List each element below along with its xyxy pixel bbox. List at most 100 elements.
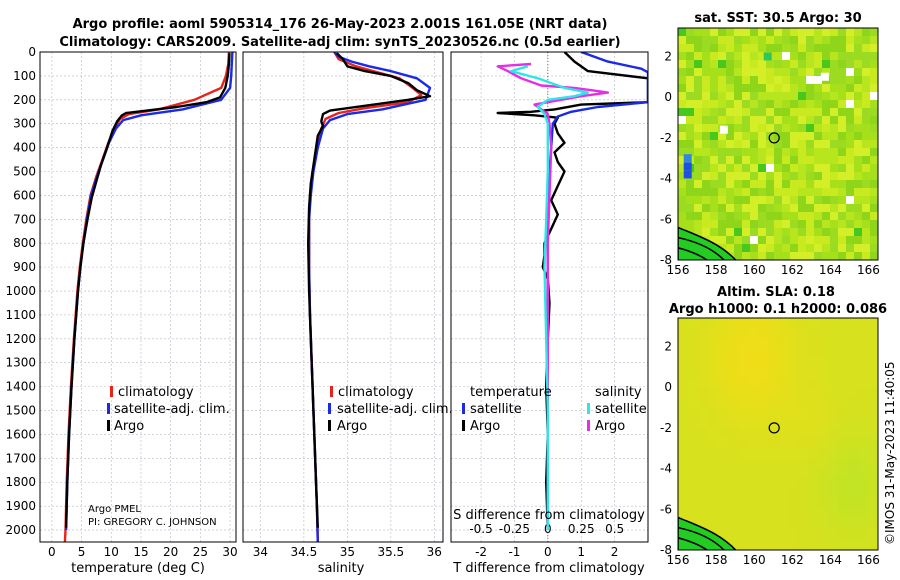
x-tick-label: 0 [48, 545, 56, 559]
heatmap-cell [822, 140, 830, 148]
heatmap-cell [782, 76, 790, 84]
heatmap-cell [870, 60, 878, 68]
heatmap-cell [830, 212, 838, 220]
map-y-tick-label: -2 [660, 421, 672, 435]
heatmap-cell [742, 244, 750, 252]
heatmap-cell [790, 196, 798, 204]
legend-salinity-title: salinity [595, 385, 642, 400]
legend-swatch-climatology [330, 386, 333, 397]
heatmap-cell [758, 148, 766, 156]
heatmap-cell [854, 252, 862, 260]
x-tick-label: 0 [544, 545, 552, 559]
heatmap-cell [814, 52, 822, 60]
heatmap-cell [742, 68, 750, 76]
x-tick-label: 1 [577, 545, 585, 559]
heatmap-cell [688, 418, 698, 428]
heatmap-cell [798, 124, 806, 132]
heatmap-cell [778, 368, 788, 378]
heatmap-cell [828, 358, 838, 368]
heatmap-cell [750, 156, 758, 164]
heatmap-cell [688, 348, 698, 358]
heatmap-cell [708, 328, 718, 338]
heatmap-cell [718, 468, 728, 478]
heatmap-cell [748, 328, 758, 338]
heatmap-cell [818, 528, 828, 538]
heatmap-cell [808, 418, 818, 428]
heatmap-cell [766, 84, 774, 92]
heatmap-cell [848, 548, 858, 550]
depth-tick-label: 1000 [5, 284, 36, 298]
heatmap-cell [854, 52, 862, 60]
heatmap-cell [806, 84, 814, 92]
heatmap-cell [830, 164, 838, 172]
heatmap-cell [734, 180, 742, 188]
sst-map-y-tick-labels: 2 0 -2 -4 -6 -8 [660, 49, 672, 267]
heatmap-cell [710, 204, 718, 212]
heatmap-cell [726, 244, 734, 252]
heatmap-cell [790, 100, 798, 108]
heatmap-cell [822, 236, 830, 244]
heatmap-cell [710, 228, 718, 236]
heatmap-cell [814, 132, 822, 140]
heatmap-cell [828, 458, 838, 468]
heatmap-cell [718, 428, 728, 438]
heatmap-cell [766, 172, 774, 180]
legend-swatch-s-argo [587, 420, 590, 431]
heatmap-cell [718, 448, 728, 458]
heatmap-cell [748, 518, 758, 528]
salinity-legend: climatology satellite-adj. clim. Argo [328, 385, 453, 434]
heatmap-cell [828, 438, 838, 448]
heatmap-cell [758, 84, 766, 92]
heatmap-cell [686, 116, 694, 124]
heatmap-cell [702, 60, 710, 68]
heatmap-cell [766, 252, 774, 260]
heatmap-cell [846, 252, 854, 260]
heatmap-cell [818, 338, 828, 348]
sla-map-frame [677, 317, 879, 551]
heatmap-cell [726, 164, 734, 172]
heatmap-cell [782, 220, 790, 228]
heatmap-cell [728, 528, 738, 538]
heatmap-cell [742, 156, 750, 164]
heatmap-cell [698, 448, 708, 458]
legend-swatch-satellite [328, 403, 331, 414]
heatmap-cell [808, 398, 818, 408]
legend-s-satellite: satellite [595, 402, 647, 417]
heatmap-cell [814, 92, 822, 100]
heatmap-cell [808, 548, 818, 550]
heatmap-cell [788, 438, 798, 448]
heatmap-cell [846, 172, 854, 180]
heatmap-cell [758, 52, 766, 60]
heatmap-cell [798, 538, 808, 548]
heatmap-cell [854, 164, 862, 172]
heatmap-cell [686, 140, 694, 148]
heatmap-cell [868, 338, 878, 348]
heatmap-cell [758, 548, 768, 550]
depth-tick-label: 400 [13, 141, 36, 155]
heatmap-cell [818, 458, 828, 468]
heatmap-cell [870, 188, 878, 196]
heatmap-cell [778, 528, 788, 538]
heatmap-cell [718, 438, 728, 448]
heatmap-cell [830, 100, 838, 108]
heatmap-cell [778, 358, 788, 368]
map-x-tick-label: 158 [705, 553, 728, 567]
heatmap-cell [848, 428, 858, 438]
heatmap-cell [838, 172, 846, 180]
heatmap-cell [718, 488, 728, 498]
heatmap-cell [688, 338, 698, 348]
heatmap-cell [734, 172, 742, 180]
heatmap-cell [838, 84, 846, 92]
heatmap-cell [683, 162, 692, 171]
heatmap-cell [750, 236, 758, 244]
heatmap-cell [788, 358, 798, 368]
heatmap-cell [728, 358, 738, 368]
heatmap-cell [798, 228, 806, 236]
heatmap-cell [702, 36, 710, 44]
heatmap-cell [808, 488, 818, 498]
heatmap-cell [828, 428, 838, 438]
x-tick-label: 25 [193, 545, 208, 559]
heatmap-cell [858, 368, 868, 378]
heatmap-cell [718, 92, 726, 100]
heatmap-cell [758, 368, 768, 378]
